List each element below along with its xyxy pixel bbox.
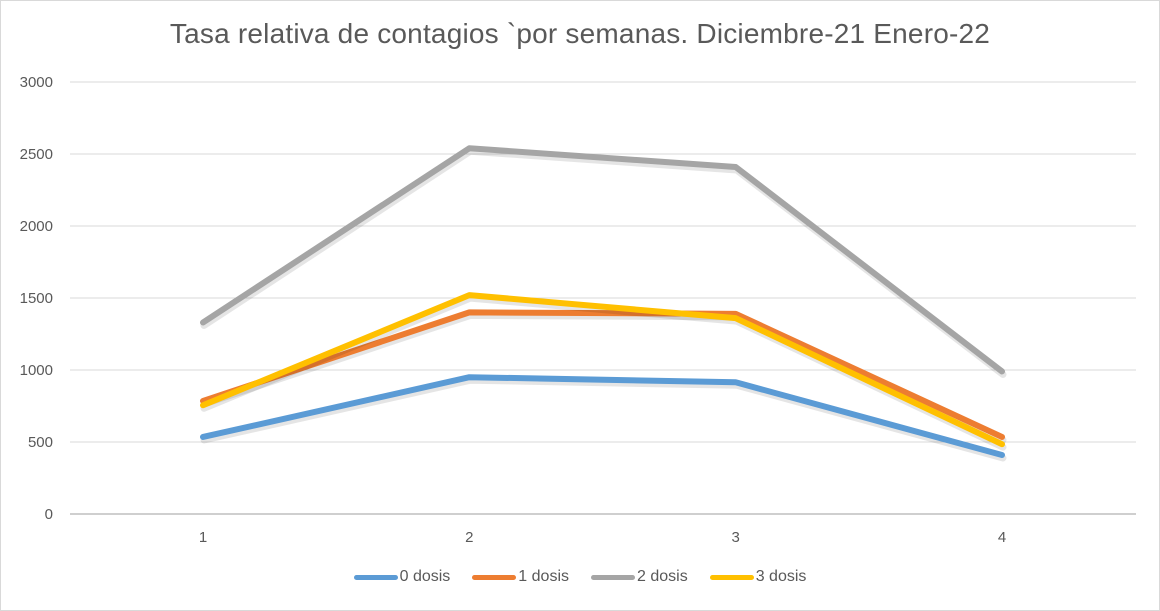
x-axis-ticks: 1 2 3 4 <box>199 529 1006 546</box>
y-tick-label: 2500 <box>20 146 53 163</box>
legend-label: 0 dosis <box>399 568 451 585</box>
series-line-2-dosis <box>200 145 1005 375</box>
y-tick-label: 3000 <box>20 74 53 91</box>
legend: 0 dosis 1 dosis 2 dosis 3 dosis <box>0 568 1160 586</box>
series-line-0-dosis <box>200 374 1005 458</box>
x-tick-label: 2 <box>465 529 473 546</box>
legend-item: 3 dosis <box>709 568 807 586</box>
legend-swatch <box>353 574 398 580</box>
legend-label: 2 dosis <box>637 568 688 585</box>
legend-label: 3 dosis <box>755 568 807 585</box>
x-tick-label: 1 <box>199 529 207 546</box>
legend-swatch <box>709 574 754 580</box>
y-tick-label: 0 <box>45 506 53 523</box>
legend-label: 1 dosis <box>518 568 569 585</box>
series-line-1-dosis <box>200 309 1005 440</box>
legend-item: 2 dosis <box>591 568 688 586</box>
series-shadow <box>200 147 1007 378</box>
x-tick-label: 4 <box>998 529 1006 546</box>
series-line-3-dosis <box>200 292 1005 448</box>
gridlines <box>70 81 1136 515</box>
y-tick-label: 1500 <box>20 290 53 307</box>
y-axis-ticks: 0 500 1000 1500 2000 2500 3000 <box>20 74 53 523</box>
x-tick-label: 3 <box>731 529 739 546</box>
legend-swatch <box>591 574 635 580</box>
y-tick-label: 500 <box>28 434 53 451</box>
y-tick-label: 1000 <box>20 362 53 379</box>
legend-item: 1 dosis <box>472 568 569 586</box>
legend-swatch <box>472 574 517 580</box>
legend-item: 0 dosis <box>353 568 451 586</box>
series-lines <box>200 145 1007 462</box>
y-tick-label: 2000 <box>20 218 53 235</box>
chart-title: Tasa relativa de contagios `por semanas.… <box>169 18 991 49</box>
